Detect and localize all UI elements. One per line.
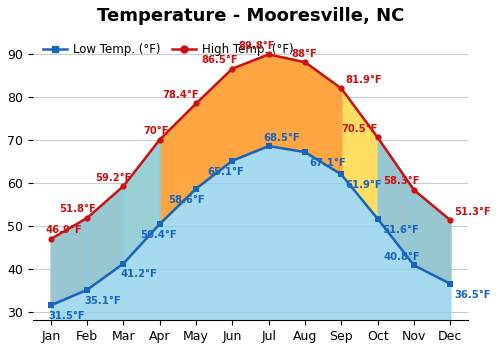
Title: Temperature - Mooresville, NC: Temperature - Mooresville, NC [97,7,404,25]
Text: 36.5°F: 36.5°F [454,290,491,300]
Text: 61.9°F: 61.9°F [346,180,382,190]
Text: 35.1°F: 35.1°F [84,296,121,306]
Text: 31.5°F: 31.5°F [48,311,84,321]
Text: 70.5°F: 70.5°F [342,124,378,134]
Text: 67.1°F: 67.1°F [309,158,346,168]
Text: 50.4°F: 50.4°F [140,230,177,240]
Text: 59.2°F: 59.2°F [96,173,132,183]
Legend: Low Temp. (°F), High Temp. (°F): Low Temp. (°F), High Temp. (°F) [38,38,298,61]
Text: 51.3°F: 51.3°F [454,206,491,217]
Text: 41.2°F: 41.2°F [120,270,158,279]
Text: 40.8°F: 40.8°F [384,252,420,262]
Text: 46.9°F: 46.9°F [46,225,82,236]
Text: 89.8°F: 89.8°F [238,41,275,51]
Text: 78.4°F: 78.4°F [162,90,200,100]
Text: 65.1°F: 65.1°F [208,167,244,177]
Text: 88°F: 88°F [291,49,317,58]
Text: 68.5°F: 68.5°F [263,133,300,142]
Text: 70°F: 70°F [143,126,169,136]
Text: 86.5°F: 86.5°F [202,55,238,65]
Text: 81.9°F: 81.9°F [346,75,382,85]
Text: 51.6°F: 51.6°F [382,225,418,235]
Text: 51.8°F: 51.8°F [60,204,96,214]
Text: 58.3°F: 58.3°F [384,176,420,187]
Text: 58.6°F: 58.6°F [168,195,205,204]
